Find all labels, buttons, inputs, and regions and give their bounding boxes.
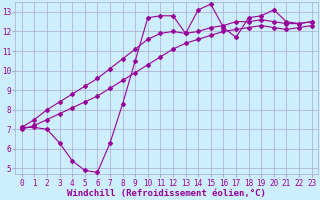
X-axis label: Windchill (Refroidissement éolien,°C): Windchill (Refroidissement éolien,°C) bbox=[67, 189, 266, 198]
